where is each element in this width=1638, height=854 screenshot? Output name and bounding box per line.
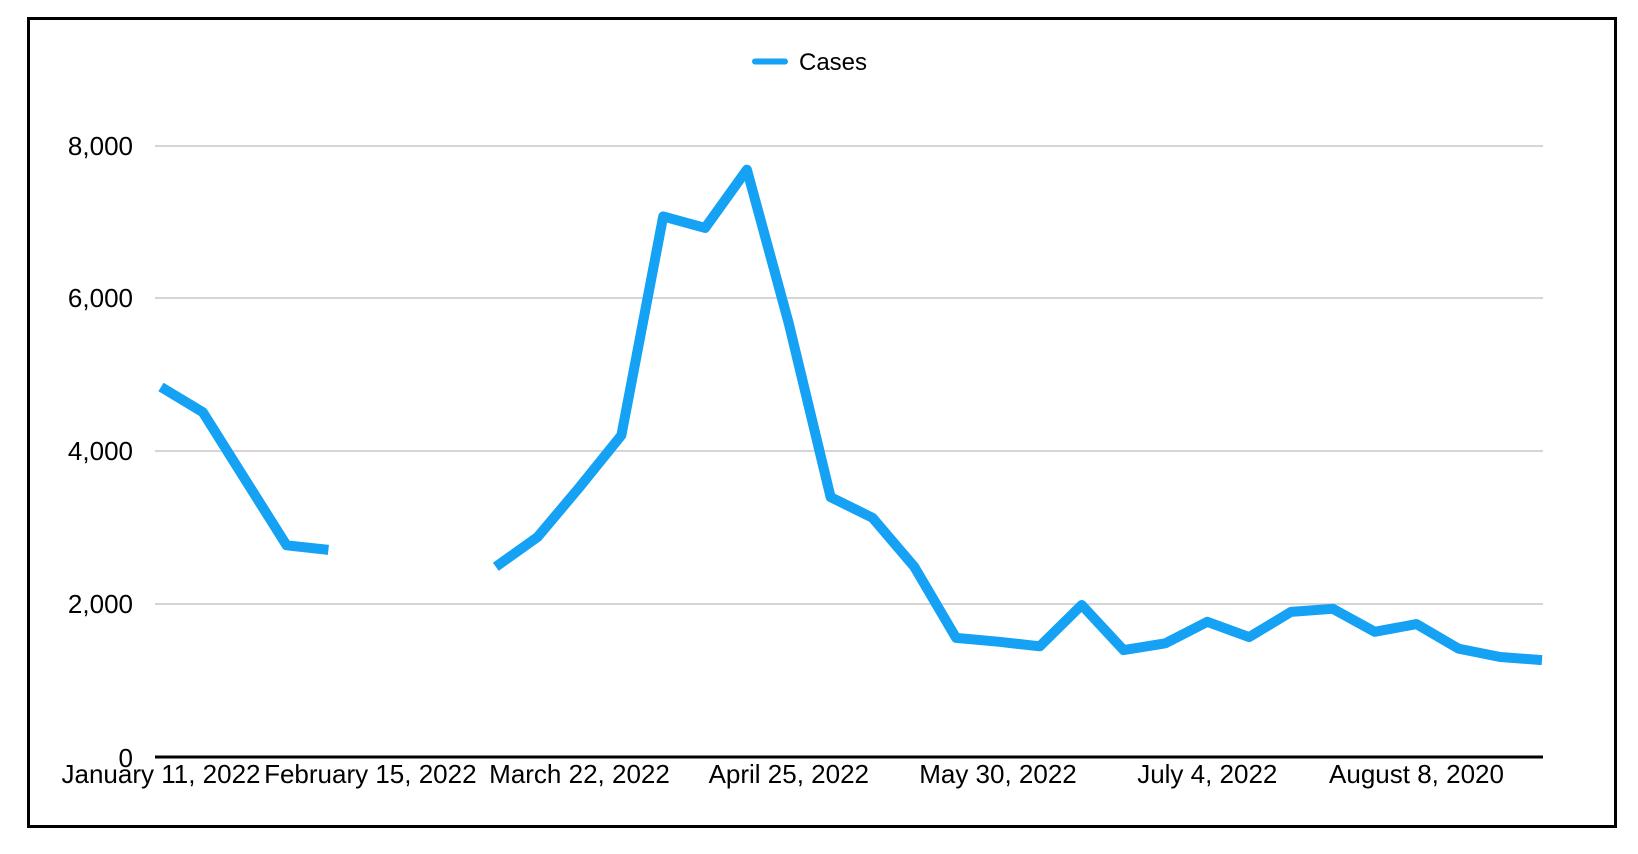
y-axis-labels: 8,000 6,000 4,000 2,000 0: [68, 131, 133, 773]
cases-series-line: [158, 164, 1543, 666]
x-tick-label-aug8: August 8, 2020: [1329, 759, 1504, 789]
cases-line-segment-2: [492, 164, 1543, 666]
cases-line-segment-1: [158, 382, 329, 555]
chart-frame: [27, 17, 1617, 828]
x-tick-label-may30: May 30, 2022: [919, 759, 1077, 789]
gridlines: [155, 145, 1543, 605]
legend: Cases: [752, 49, 867, 76]
y-tick-label-4000: 4,000: [68, 436, 133, 466]
x-tick-label-mar22: March 22, 2022: [489, 759, 670, 789]
x-axis-labels: January 11, 2022 February 15, 2022 March…: [62, 759, 1504, 789]
legend-cases-label: Cases: [799, 49, 867, 76]
x-tick-label-jul4: July 4, 2022: [1137, 759, 1277, 789]
x-tick-label-jan11: January 11, 2022: [62, 759, 261, 789]
x-tick-label-feb15: February 15, 2022: [264, 759, 476, 789]
y-tick-label-8000: 8,000: [68, 131, 133, 161]
y-tick-label-0: 0: [119, 743, 133, 773]
x-tick-label-apr25: April 25, 2022: [709, 759, 869, 789]
y-tick-label-6000: 6,000: [68, 283, 133, 313]
y-tick-label-2000: 2,000: [68, 589, 133, 619]
